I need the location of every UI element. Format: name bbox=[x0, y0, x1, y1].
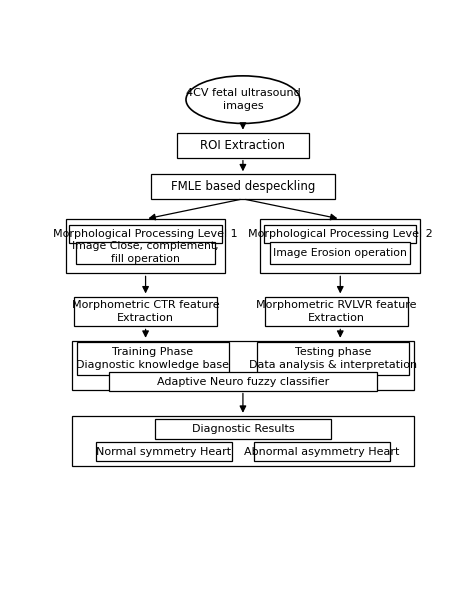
Text: Abnormal asymmetry Heart: Abnormal asymmetry Heart bbox=[244, 447, 400, 457]
FancyBboxPatch shape bbox=[96, 442, 232, 462]
FancyBboxPatch shape bbox=[264, 225, 417, 243]
FancyBboxPatch shape bbox=[72, 341, 414, 390]
FancyBboxPatch shape bbox=[66, 219, 226, 273]
FancyBboxPatch shape bbox=[177, 133, 309, 158]
FancyBboxPatch shape bbox=[155, 419, 331, 438]
FancyBboxPatch shape bbox=[265, 296, 408, 326]
FancyBboxPatch shape bbox=[69, 225, 222, 243]
Text: Diagnostic Results: Diagnostic Results bbox=[191, 424, 294, 434]
Text: Morphometric CTR feature
Extraction: Morphometric CTR feature Extraction bbox=[72, 300, 219, 323]
Text: Image Close, complement,
fill operation: Image Close, complement, fill operation bbox=[72, 241, 219, 264]
FancyBboxPatch shape bbox=[254, 442, 390, 462]
FancyBboxPatch shape bbox=[74, 296, 217, 326]
Text: Image Erosion operation: Image Erosion operation bbox=[273, 248, 407, 258]
Text: ROI Extraction: ROI Extraction bbox=[201, 139, 285, 152]
Text: Training Phase
Diagnostic knowledge base: Training Phase Diagnostic knowledge base bbox=[76, 347, 229, 370]
FancyBboxPatch shape bbox=[271, 242, 410, 264]
Text: Adaptive Neuro fuzzy classifier: Adaptive Neuro fuzzy classifier bbox=[157, 377, 329, 387]
Text: FMLE based despeckling: FMLE based despeckling bbox=[171, 180, 315, 193]
FancyBboxPatch shape bbox=[77, 342, 229, 375]
Text: 4CV fetal ultrasound
images: 4CV fetal ultrasound images bbox=[185, 88, 301, 111]
FancyBboxPatch shape bbox=[151, 174, 335, 199]
Text: Testing phase
Data analysis & interpretation: Testing phase Data analysis & interpreta… bbox=[249, 347, 417, 370]
FancyBboxPatch shape bbox=[72, 416, 414, 466]
Text: Normal symmetry Heart: Normal symmetry Heart bbox=[96, 447, 231, 457]
FancyBboxPatch shape bbox=[76, 242, 215, 264]
Ellipse shape bbox=[186, 76, 300, 124]
Text: Morphological Processing Level 1: Morphological Processing Level 1 bbox=[53, 229, 238, 239]
Text: Morphological Processing Level 2: Morphological Processing Level 2 bbox=[248, 229, 433, 239]
FancyBboxPatch shape bbox=[109, 372, 377, 391]
FancyBboxPatch shape bbox=[257, 342, 409, 375]
FancyBboxPatch shape bbox=[260, 219, 420, 273]
Text: Morphometric RVLVR feature
Extraction: Morphometric RVLVR feature Extraction bbox=[256, 300, 417, 323]
